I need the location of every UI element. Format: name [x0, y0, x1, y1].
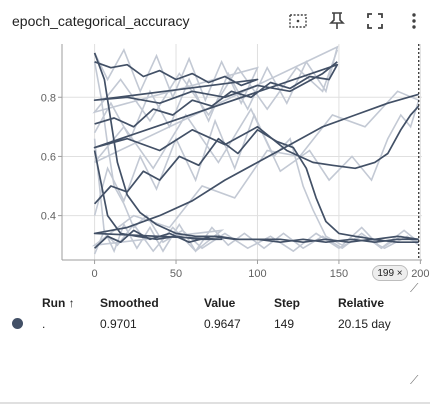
pin-icon[interactable]	[324, 8, 350, 34]
line-chart[interactable]: 0 50 100 150 200 0.4 0.6 0.8	[0, 38, 430, 288]
relative-column-header: Relative	[338, 296, 385, 310]
smoothed-series-line	[93, 61, 338, 105]
smoothed-series-line	[93, 52, 419, 244]
raw-series-line	[92, 48, 339, 123]
card-divider	[0, 402, 430, 404]
relative-time: 20.15 day	[338, 317, 391, 331]
run-color-swatch	[12, 318, 23, 329]
x-tick-label: 100	[248, 268, 266, 280]
step-value: 149	[274, 317, 295, 331]
value-column-header: Value	[204, 296, 236, 310]
tooltip-table: Run ↑ Smoothed Value Step Relative . 0.9…	[12, 295, 418, 337]
more-vert-icon[interactable]	[401, 8, 427, 34]
data-selection-icon[interactable]	[285, 8, 311, 34]
step-column-header: Step	[274, 296, 301, 310]
smoothed-column-header: Smoothed	[100, 296, 159, 310]
hover-step-badge[interactable]: 199 ×	[372, 265, 408, 281]
run-column-header[interactable]: Run ↑	[42, 296, 75, 310]
smoothed-value: 0.9701	[100, 317, 137, 331]
x-tick-label: 200	[411, 268, 429, 280]
y-tick-label: 0.8	[41, 92, 56, 104]
chart-title: epoch_categorical_accuracy	[12, 13, 190, 29]
raw-series-line	[93, 45, 420, 182]
y-tick-label: 0.4	[41, 211, 56, 223]
x-tick-label: 50	[170, 268, 182, 280]
resize-handle-icon[interactable]: ⟋	[410, 373, 419, 387]
resize-handle-icon[interactable]: ⟋	[410, 281, 419, 295]
raw-series-line	[93, 61, 420, 253]
y-tick-label: 0.6	[41, 151, 56, 163]
run-name: .	[42, 317, 46, 331]
x-tick-label: 0	[92, 268, 98, 280]
x-tick-label: 150	[330, 268, 348, 280]
fullscreen-icon[interactable]	[362, 8, 388, 34]
smoothed-series-line	[93, 63, 420, 170]
raw-series-line	[93, 112, 420, 250]
smoothed-series-line	[93, 128, 419, 241]
table-row: . 0.9701 0.9647 149 20.15 day	[12, 311, 418, 337]
smoothed-series-line	[93, 93, 419, 241]
raw-value: 0.9647	[204, 317, 241, 331]
